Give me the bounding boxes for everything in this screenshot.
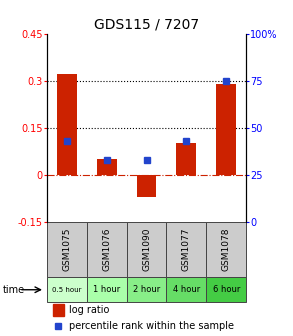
Bar bbox=[137, 175, 156, 197]
Text: 4 hour: 4 hour bbox=[173, 285, 200, 294]
Text: GSM1090: GSM1090 bbox=[142, 228, 151, 271]
Text: GSM1076: GSM1076 bbox=[102, 228, 111, 271]
Text: GSM1075: GSM1075 bbox=[62, 228, 71, 271]
Bar bbox=[206, 278, 246, 302]
Bar bbox=[127, 278, 166, 302]
Text: percentile rank within the sample: percentile rank within the sample bbox=[69, 321, 234, 331]
Bar bbox=[176, 143, 196, 175]
Bar bbox=[206, 222, 246, 278]
Text: 1 hour: 1 hour bbox=[93, 285, 120, 294]
Bar bbox=[127, 222, 166, 278]
Text: time: time bbox=[3, 285, 25, 295]
Bar bbox=[87, 222, 127, 278]
Bar bbox=[166, 278, 206, 302]
Bar bbox=[47, 278, 87, 302]
Bar bbox=[97, 159, 117, 175]
Bar bbox=[166, 222, 206, 278]
Bar bbox=[216, 84, 236, 175]
Text: 0.5 hour: 0.5 hour bbox=[52, 287, 81, 293]
Text: 2 hour: 2 hour bbox=[133, 285, 160, 294]
Bar bbox=[47, 222, 87, 278]
Text: 6 hour: 6 hour bbox=[212, 285, 240, 294]
Bar bbox=[57, 74, 77, 175]
Bar bbox=[87, 278, 127, 302]
Text: GDS115 / 7207: GDS115 / 7207 bbox=[94, 18, 199, 32]
Bar bbox=[53, 304, 64, 316]
Text: GSM1077: GSM1077 bbox=[182, 228, 191, 271]
Text: log ratio: log ratio bbox=[69, 305, 109, 315]
Text: GSM1078: GSM1078 bbox=[222, 228, 231, 271]
